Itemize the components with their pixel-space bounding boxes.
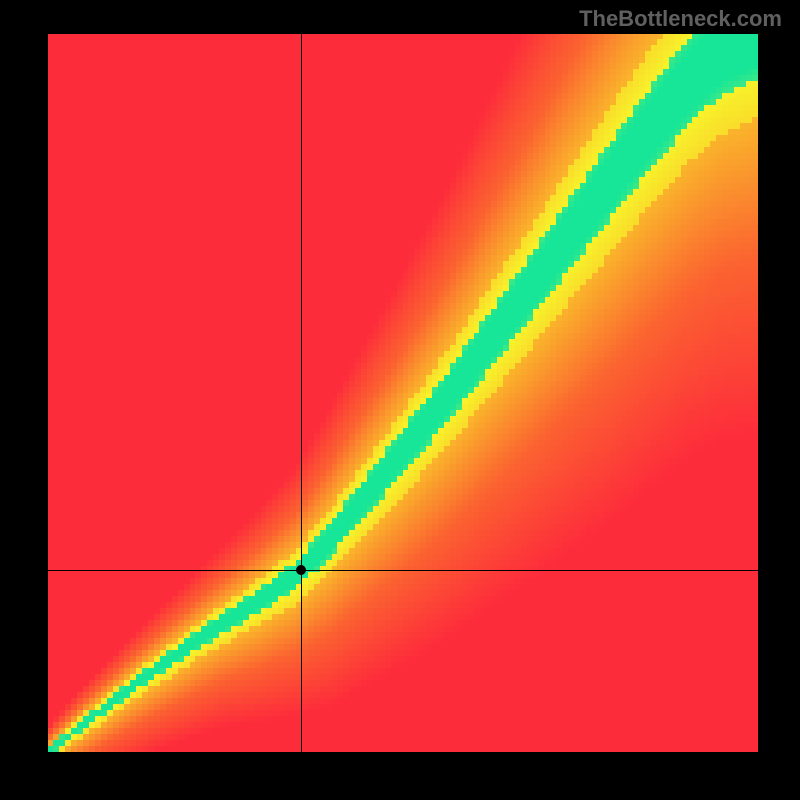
chart-container: TheBottleneck.com — [0, 0, 800, 800]
crosshair-vertical — [301, 34, 302, 752]
crosshair-marker — [296, 565, 306, 575]
watermark-text: TheBottleneck.com — [579, 6, 782, 32]
plot-area — [48, 34, 758, 752]
crosshair-horizontal — [48, 570, 758, 571]
heatmap-canvas — [48, 34, 758, 752]
